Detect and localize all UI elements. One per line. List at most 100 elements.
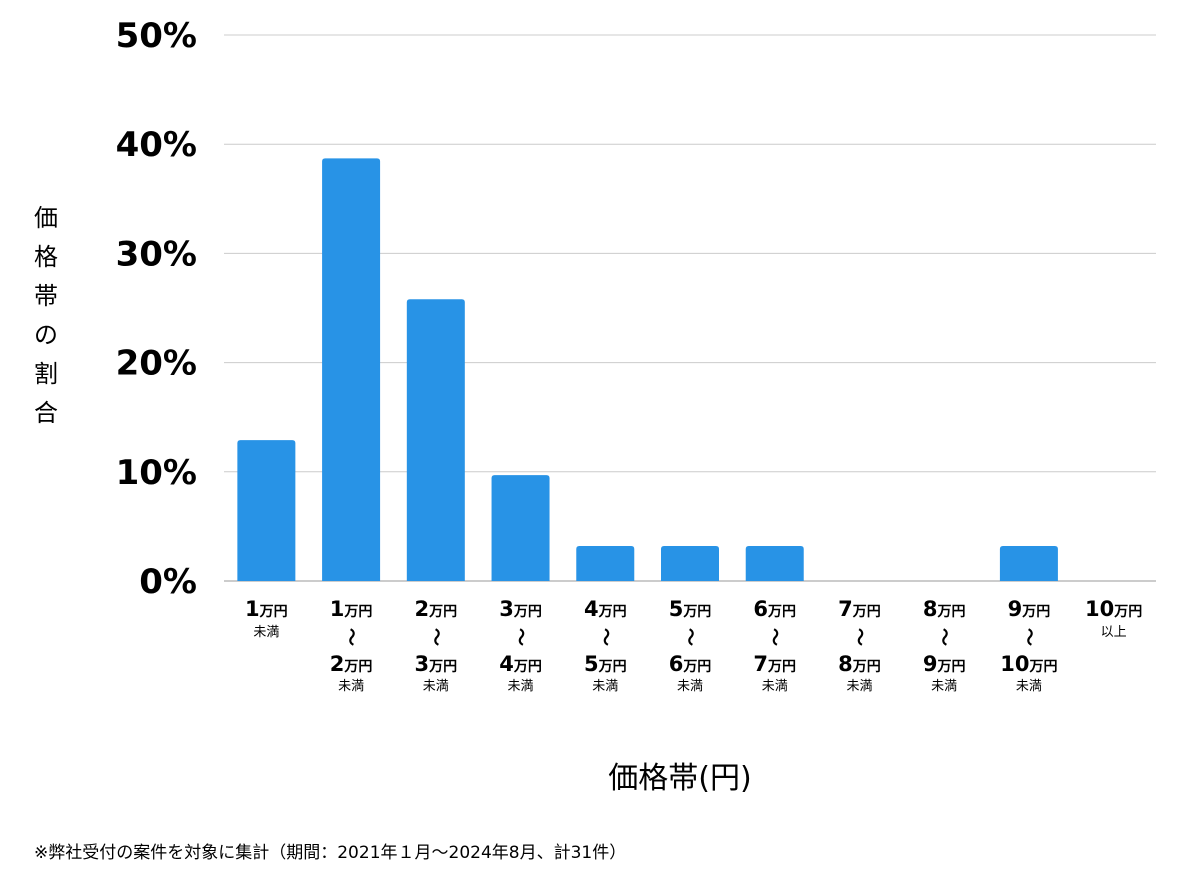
x-tick-bottom-unit: 万円 — [767, 659, 796, 675]
bar — [322, 158, 381, 581]
x-tick-bottom: 2万円 — [330, 652, 373, 676]
x-axis-ticks: 1万円未満1万円〜2万円未満2万円〜3万円未満3万円〜4万円未満4万円〜5万円未… — [245, 597, 1142, 694]
y-axis-label-char: 価 — [34, 204, 58, 232]
y-tick-label: 40% — [116, 125, 197, 165]
y-tick-label: 30% — [116, 234, 197, 274]
bar — [237, 440, 296, 581]
x-tick-separator: 〜 — [425, 628, 446, 646]
x-tick-note: 未満 — [931, 679, 957, 694]
x-tick-separator: 〜 — [1018, 628, 1039, 646]
footnote: ※弊社受付の案件を対象に集計（期間：2021年１月〜2024年8月、計31件） — [34, 843, 626, 863]
x-tick-top-number: 9 — [1008, 597, 1023, 621]
x-tick-bottom: 6万円 — [669, 652, 712, 676]
y-tick-label: 0% — [139, 562, 197, 602]
x-tick-note: 未満 — [1016, 679, 1042, 694]
x-tick-top-unit: 万円 — [343, 604, 372, 620]
x-tick-top: 8万円 — [923, 597, 966, 621]
x-tick-bottom-number: 5 — [584, 652, 599, 676]
x-tick-separator: 〜 — [510, 628, 531, 646]
x-tick-top: 9万円 — [1008, 597, 1051, 621]
x-tick-top: 6万円 — [753, 597, 796, 621]
x-tick-note: 未満 — [677, 679, 703, 694]
x-tick-separator: 〜 — [933, 628, 954, 646]
x-tick-top-number: 1 — [245, 597, 260, 621]
x-tick-bottom: 5万円 — [584, 652, 627, 676]
x-tick-top-number: 7 — [838, 597, 853, 621]
x-tick-top-number: 1 — [330, 597, 345, 621]
x-tick-top: 4万円 — [584, 597, 627, 621]
x-tick-top-unit: 万円 — [259, 604, 288, 620]
x-tick-top-unit: 万円 — [936, 604, 965, 620]
x-tick-top: 1万円 — [245, 597, 288, 621]
x-tick-bottom-number: 9 — [923, 652, 938, 676]
x-tick-bottom: 9万円 — [923, 652, 966, 676]
x-tick-top: 1万円 — [330, 597, 373, 621]
x-tick-bottom-unit: 万円 — [1029, 659, 1058, 675]
x-axis-label: 価格帯(円) — [608, 761, 751, 796]
y-tick-label: 20% — [116, 344, 197, 384]
x-tick-note: 未満 — [762, 679, 788, 694]
y-tick-label: 50% — [116, 16, 197, 56]
x-tick-top-unit: 万円 — [682, 604, 711, 620]
bar — [999, 546, 1058, 581]
x-tick-note: 未満 — [508, 679, 534, 694]
y-axis-ticks: 0% 10% 20% 30% 40% 50% — [116, 16, 197, 602]
y-axis-label-char: 割 — [34, 360, 58, 388]
x-tick-top: 3万円 — [499, 597, 542, 621]
x-tick-bottom-number: 8 — [838, 652, 853, 676]
bar — [491, 475, 550, 581]
x-tick-bottom-unit: 万円 — [682, 659, 711, 675]
x-tick-separator: 〜 — [679, 628, 700, 646]
x-tick-top-number: 2 — [415, 597, 430, 621]
x-tick-top-unit: 万円 — [1021, 604, 1050, 620]
x-tick-bottom: 4万円 — [499, 652, 542, 676]
x-tick-top-number: 4 — [584, 597, 599, 621]
x-tick-bottom: 7万円 — [753, 652, 796, 676]
x-tick-separator: 〜 — [340, 628, 361, 646]
x-tick-bottom-number: 10 — [1000, 652, 1029, 676]
x-tick-top-number: 3 — [499, 597, 514, 621]
x-tick-top-unit: 万円 — [598, 604, 627, 620]
x-tick-top: 7万円 — [838, 597, 881, 621]
x-tick-bottom-unit: 万円 — [936, 659, 965, 675]
x-tick-top-unit: 万円 — [513, 604, 542, 620]
bar — [661, 546, 719, 581]
y-axis-label-char: 合 — [34, 399, 58, 427]
x-tick-note: 未満 — [423, 679, 449, 694]
x-tick-separator: 〜 — [764, 628, 785, 646]
x-tick-top-number: 8 — [923, 597, 938, 621]
x-tick-top-number: 5 — [669, 597, 684, 621]
y-axis-label-char: 帯 — [34, 282, 58, 310]
y-axis-label-char: 格 — [34, 243, 58, 271]
bar — [576, 546, 635, 581]
x-tick-top-unit: 万円 — [428, 604, 457, 620]
x-tick-top-number: 10 — [1085, 597, 1114, 621]
y-tick-label: 10% — [116, 453, 197, 493]
x-tick-note: 未満 — [253, 625, 279, 640]
x-tick-bottom: 8万円 — [838, 652, 881, 676]
x-tick-bottom: 10万円 — [1000, 652, 1057, 676]
bars — [237, 158, 1058, 581]
x-tick-top-unit: 万円 — [767, 604, 796, 620]
x-tick-bottom-number: 6 — [669, 652, 684, 676]
x-tick-bottom-number: 3 — [415, 652, 430, 676]
x-tick-top: 5万円 — [669, 597, 712, 621]
x-tick-bottom-unit: 万円 — [852, 659, 881, 675]
x-tick-note: 以上 — [1101, 625, 1127, 640]
x-tick-bottom-unit: 万円 — [343, 659, 372, 675]
x-tick-bottom-number: 2 — [330, 652, 345, 676]
x-tick-bottom: 3万円 — [415, 652, 458, 676]
x-tick-bottom-unit: 万円 — [598, 659, 627, 675]
x-tick-separator: 〜 — [594, 628, 615, 646]
x-tick-top-number: 6 — [753, 597, 768, 621]
y-axis-label-char: の — [34, 321, 58, 349]
